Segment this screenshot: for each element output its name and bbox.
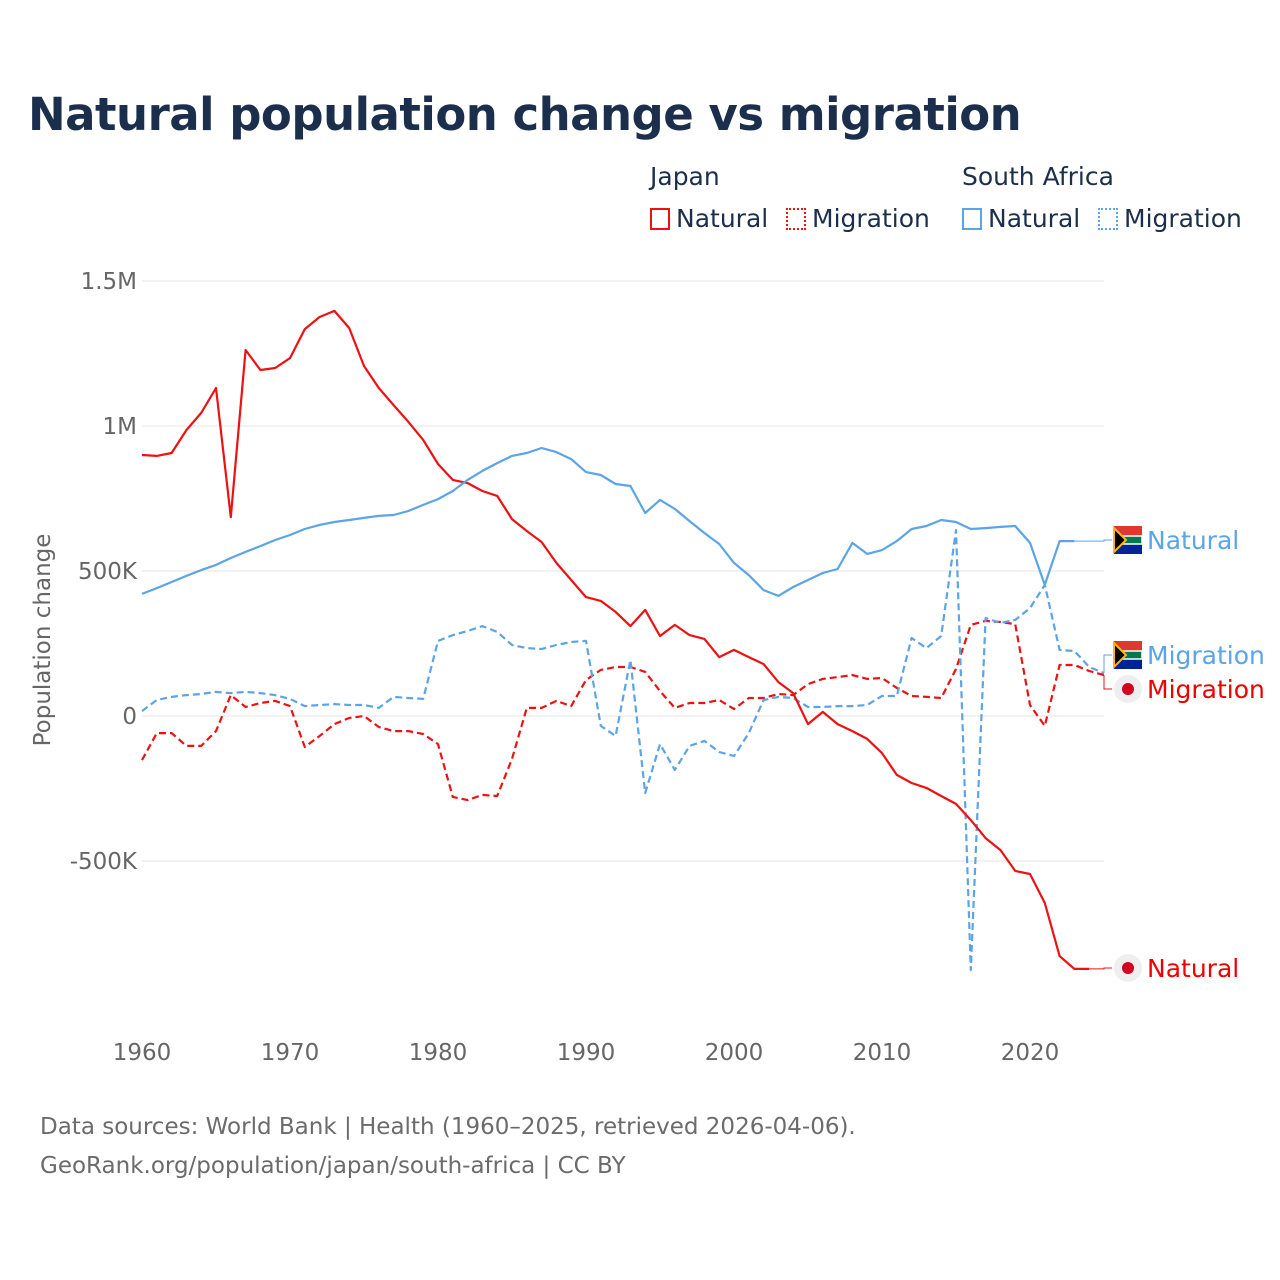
legend-swatch-solid bbox=[962, 207, 982, 230]
x-tick-label: 2000 bbox=[705, 1040, 764, 1066]
end-label: Migration bbox=[1147, 675, 1265, 704]
legend-group-south-africa: South Africa bbox=[962, 162, 1114, 191]
legend-group-japan: Japan bbox=[650, 162, 720, 191]
legend-swatch-dotted bbox=[786, 207, 806, 230]
source-link[interactable]: GeoRank.org/population/japan/south-afric… bbox=[40, 1153, 626, 1179]
japan-flag-disc bbox=[1122, 683, 1134, 695]
chart-title: Natural population change vs migration bbox=[28, 88, 1022, 141]
label-connector bbox=[1089, 967, 1112, 970]
legend-south-africa-natural[interactable]: Natural bbox=[962, 204, 1080, 233]
y-tick-label: 1.5M bbox=[81, 269, 137, 295]
label-connector bbox=[1074, 539, 1112, 542]
y-tick-label: 0 bbox=[122, 704, 137, 730]
x-tick-label: 1960 bbox=[113, 1040, 172, 1066]
series-line-japan-natural bbox=[141, 309, 1090, 971]
y-tick-label: 1M bbox=[103, 414, 137, 440]
legend-label: Migration bbox=[1124, 204, 1242, 233]
legend-japan-natural[interactable]: Natural bbox=[650, 204, 768, 233]
legend-label: Migration bbox=[812, 204, 930, 233]
x-tick-label: 1990 bbox=[557, 1040, 616, 1066]
legend-swatch-solid bbox=[650, 207, 670, 230]
label-connector bbox=[1103, 675, 1112, 690]
end-label: Natural bbox=[1147, 526, 1239, 555]
x-tick-label: 2010 bbox=[853, 1040, 912, 1066]
japan-flag-disc bbox=[1122, 962, 1134, 974]
series-line-south-africa-migration bbox=[141, 528, 1105, 972]
source-line: Data sources: World Bank | Health (1960–… bbox=[40, 1114, 856, 1140]
legend-japan-migration[interactable]: Migration bbox=[786, 204, 930, 233]
y-axis-label: Population change bbox=[30, 534, 56, 747]
legend-swatch-dotted bbox=[1098, 207, 1118, 230]
series-line-japan-migration bbox=[141, 619, 1105, 802]
y-tick-label: 500K bbox=[78, 559, 138, 585]
x-tick-label: 2020 bbox=[1001, 1040, 1060, 1066]
legend-label: Natural bbox=[676, 204, 769, 233]
series-line-south-africa-natural bbox=[141, 446, 1075, 598]
flag-triangle bbox=[1113, 525, 1128, 555]
flag-triangle bbox=[1113, 640, 1128, 670]
source-note: Data sources: World Bank | Health (1960–… bbox=[40, 1108, 856, 1186]
x-tick-label: 1980 bbox=[409, 1040, 468, 1066]
legend-label: Natural bbox=[988, 204, 1081, 233]
end-label: Migration bbox=[1147, 641, 1265, 670]
x-tick-label: 1970 bbox=[261, 1040, 320, 1066]
legend-south-africa-migration[interactable]: Migration bbox=[1098, 204, 1242, 233]
end-label: Natural bbox=[1147, 954, 1239, 983]
label-connector bbox=[1103, 654, 1112, 674]
y-tick-label: -500K bbox=[70, 849, 138, 875]
